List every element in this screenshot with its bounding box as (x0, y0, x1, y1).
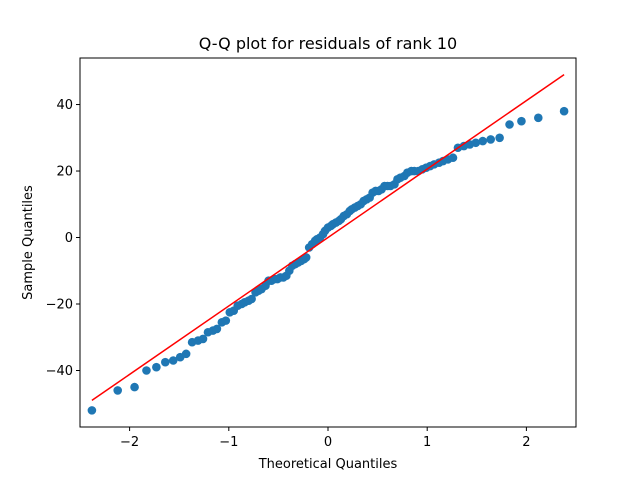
data-point (130, 382, 139, 392)
data-point (152, 362, 161, 372)
data-point (495, 133, 504, 143)
y-tick-label: −20 (46, 298, 73, 313)
x-tick-label: 1 (423, 435, 431, 450)
x-axis: −2 −1 0 1 2 (120, 427, 531, 450)
data-point (517, 116, 526, 126)
x-tick-label: 2 (522, 435, 530, 450)
data-point (471, 138, 481, 148)
data-point (559, 106, 569, 116)
data-point (247, 294, 256, 304)
x-axis-label: Theoretical Quantiles (258, 457, 398, 472)
data-point (221, 316, 231, 325)
data-point (505, 120, 514, 129)
chart-title: Q-Q plot for residuals of rank 10 (199, 34, 457, 53)
data-point (181, 349, 191, 359)
data-point (113, 386, 122, 395)
plot-area (87, 74, 569, 415)
data-point (478, 136, 488, 146)
data-point (142, 366, 151, 375)
data-point (168, 356, 178, 365)
axes-frame (79, 57, 577, 428)
data-point (486, 135, 495, 144)
y-tick-label: −40 (46, 364, 73, 379)
y-axis: −40 −20 0 20 40 (46, 98, 80, 379)
data-point (198, 334, 208, 344)
x-tick-label: −1 (219, 435, 238, 450)
data-point (301, 253, 311, 262)
data-point (448, 153, 458, 163)
data-point (87, 406, 97, 415)
reference-line (91, 74, 565, 402)
data-point (161, 357, 170, 367)
y-axis-label: Sample Quantiles (21, 185, 36, 300)
y-tick-label: 20 (56, 165, 73, 180)
x-tick-label: 0 (324, 435, 332, 450)
x-tick-label: −2 (120, 435, 139, 450)
y-tick-label: 0 (65, 231, 73, 246)
data-point (212, 324, 222, 334)
data-point (534, 113, 543, 123)
y-tick-label: 40 (56, 98, 73, 113)
